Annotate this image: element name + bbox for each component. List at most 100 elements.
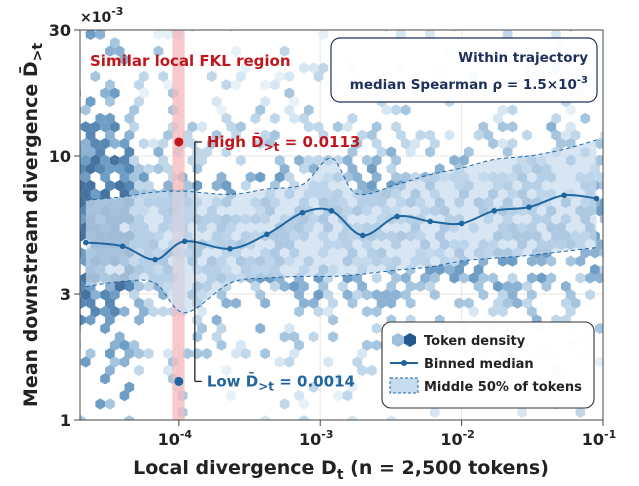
density-hexbin [599, 130, 603, 140]
density-hexbin [100, 171, 110, 183]
density-hexbin [303, 104, 314, 116]
middle-50-band-upper-edge [85, 139, 597, 201]
density-hexbin [90, 154, 101, 166]
density-hexbin [100, 188, 110, 200]
density-hexbin [605, 172, 615, 183]
density-hexbin [255, 138, 266, 150]
legend-label-token-density: Token density [424, 334, 526, 349]
legend-hex-dark [404, 333, 416, 347]
density-hexbin [512, 280, 523, 292]
density-hexbin [80, 106, 81, 114]
density-hexbin [454, 297, 464, 309]
density-hexbin [109, 154, 120, 166]
density-hexbin [221, 297, 232, 309]
density-hexbin [206, 138, 217, 150]
density-hexbin [430, 406, 440, 418]
density-hexbin [337, 280, 348, 292]
density-hexbin [289, 348, 300, 360]
density-hexbin [594, 322, 603, 334]
density-hexbin [430, 289, 440, 301]
density-hexbin [430, 272, 440, 284]
density-hexbin [270, 280, 280, 292]
density-hexbin [255, 322, 266, 334]
density-hexbin [80, 241, 81, 248]
density-hexbin [236, 339, 246, 351]
density-hexbin [129, 121, 139, 133]
density-hexbin [565, 289, 576, 301]
binned-median-line [85, 193, 597, 261]
median-point [227, 246, 233, 252]
density-hexbin [323, 306, 333, 318]
density-hexbin [139, 306, 149, 318]
low-annotation-label: Low D̄>t = 0.0014 [207, 371, 355, 394]
density-hexbin [163, 180, 173, 192]
density-hexbin [566, 424, 576, 435]
density-hexbin [85, 297, 96, 309]
density-hexbin [299, 398, 309, 410]
density-hexbin [362, 339, 372, 351]
density-hexbin [197, 154, 207, 166]
density-hexbin [197, 322, 207, 334]
x-tick-label: 10-4 [158, 428, 193, 449]
density-hexbin [100, 289, 110, 301]
density-hexbin [284, 104, 295, 116]
density-hexbin [391, 171, 401, 183]
density-hexbin [265, 138, 275, 150]
density-hexbin [100, 306, 110, 318]
density-hexbin [333, 373, 343, 385]
density-hexbin [143, 180, 154, 192]
median-point [458, 220, 465, 227]
density-hexbin [260, 297, 270, 309]
density-hexbin [260, 415, 270, 420]
density-hexbin [488, 306, 498, 318]
density-hexbin [148, 306, 159, 318]
density-hexbin [522, 280, 532, 292]
density-hexbin [561, 280, 571, 292]
density-hexbin [517, 406, 527, 418]
density-hexbin [599, 197, 603, 208]
density-hexbin [299, 297, 309, 309]
density-hexbin [221, 79, 232, 91]
density-hexbin [236, 121, 246, 133]
density-hexbin [357, 280, 367, 292]
density-hexbin [109, 339, 120, 351]
density-hexbin [211, 331, 222, 343]
y-tick-label: 3 [60, 285, 71, 304]
density-hexbin [333, 424, 343, 435]
density-hexbin [105, 163, 115, 175]
density-hexbin [192, 348, 203, 360]
density-hexbin [139, 87, 149, 99]
density-hexbin [211, 180, 222, 192]
median-point [264, 231, 270, 238]
y-multiplier: ×10-3 [80, 5, 123, 26]
density-hexbin [80, 341, 81, 349]
density-hexbin [605, 121, 615, 132]
median-point [119, 243, 126, 250]
density-hexbin [124, 112, 135, 124]
density-hexbin [105, 314, 115, 326]
y-tick-label: 10 [49, 147, 71, 166]
density-hexbin [357, 364, 367, 376]
density-hexbin [216, 289, 227, 301]
density-hexbin [80, 146, 86, 158]
density-hexbin [134, 280, 144, 292]
density-hexbin [85, 146, 96, 158]
density-hexbin [114, 45, 125, 57]
density-hexbin [134, 79, 144, 91]
density-hexbin [80, 188, 91, 200]
density-hexbin [328, 314, 338, 326]
density-hexbin [347, 381, 358, 393]
density-hexbin [105, 280, 115, 292]
density-hexbin [270, 129, 280, 141]
density-hexbin [289, 96, 300, 108]
density-hexbin [114, 180, 125, 192]
density-hexbin [85, 314, 96, 326]
density-hexbin [134, 348, 144, 360]
density-hexbin [400, 289, 411, 301]
density-hexbin [299, 415, 309, 420]
density-hexbin [536, 272, 547, 284]
density-hexbin [260, 348, 270, 360]
density-hexbin [119, 356, 130, 368]
density-hexbin [119, 154, 130, 166]
